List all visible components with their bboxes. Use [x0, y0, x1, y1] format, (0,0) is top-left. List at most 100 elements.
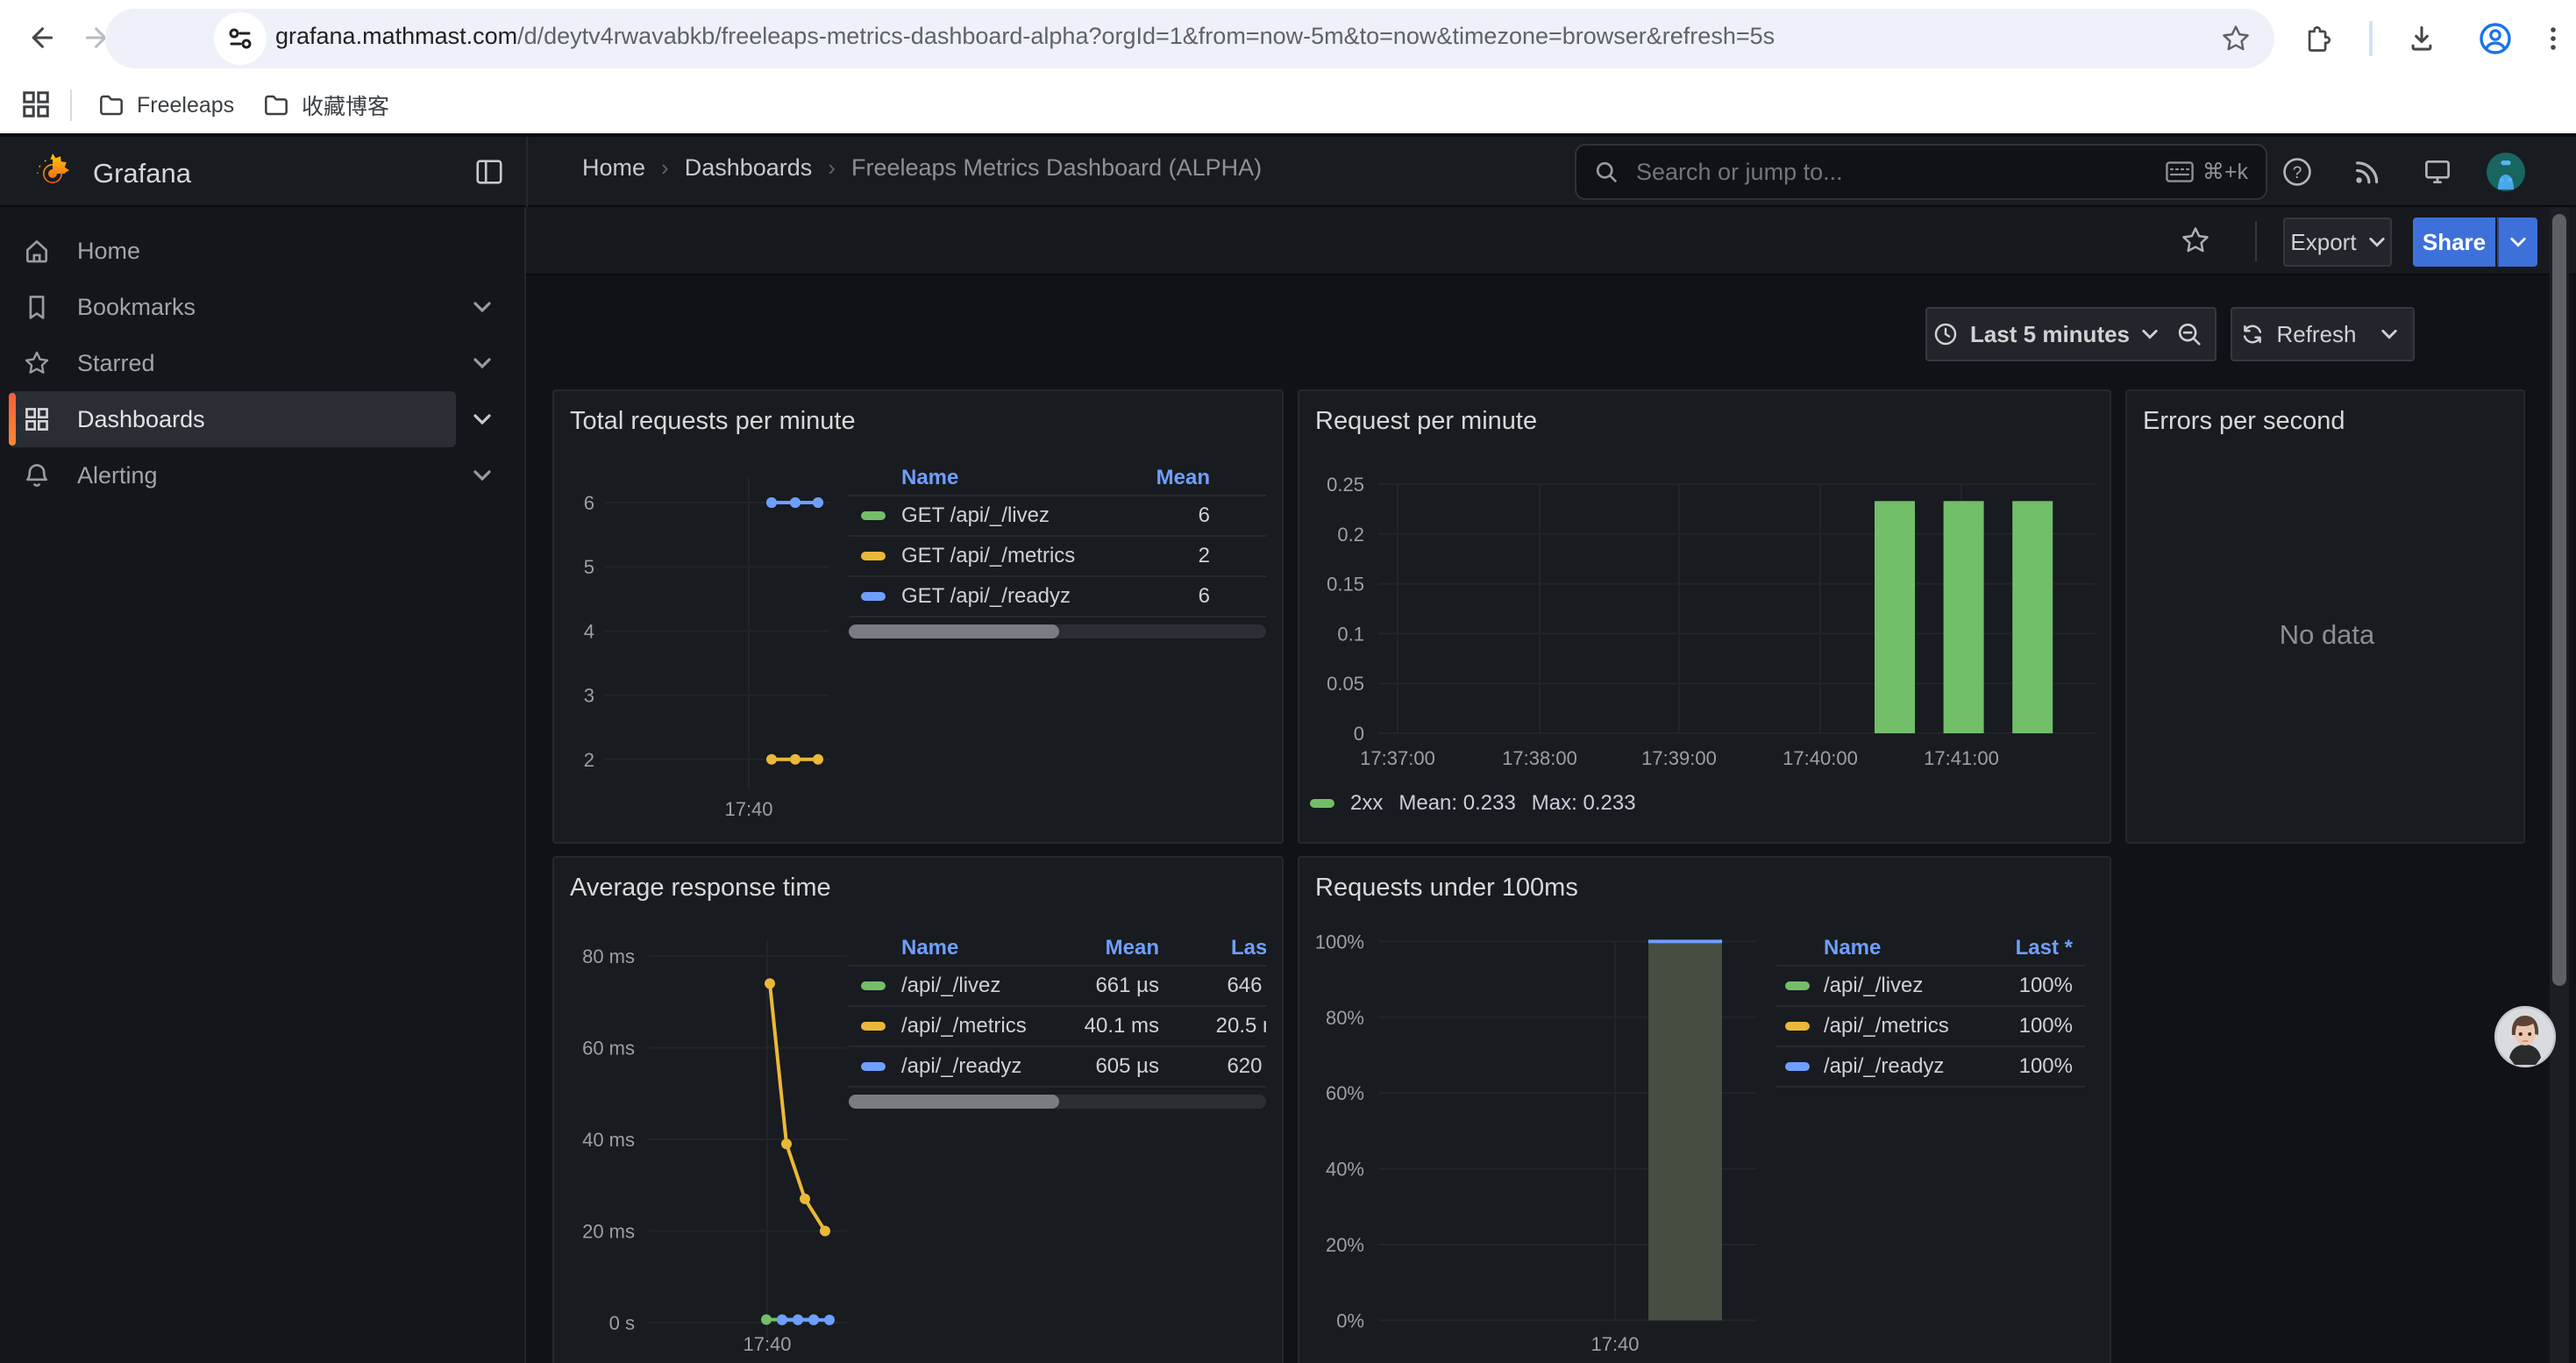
svg-text:0.25: 0.25: [1327, 474, 1364, 496]
sidebar-item-starred[interactable]: Starred: [0, 335, 526, 391]
sidebar-toggle-button[interactable]: [465, 147, 514, 196]
legend-row[interactable]: GET /api/_/livez6: [849, 496, 1266, 537]
sidebar-item-dashboards[interactable]: Dashboards: [0, 391, 526, 447]
legend-row[interactable]: /api/_/readyz605 µs620 µs: [849, 1047, 1266, 1088]
svg-text:17:40:00: 17:40:00: [1783, 747, 1858, 769]
bookmark-folder-blogs[interactable]: 收藏博客: [253, 84, 400, 126]
back-button[interactable]: [14, 12, 67, 65]
series-name[interactable]: /api/_/readyz: [1824, 1054, 1944, 1079]
site-settings-icon[interactable]: [226, 25, 254, 53]
legend-hscrollbar[interactable]: [849, 624, 1266, 639]
share-menu-button[interactable]: [2497, 218, 2537, 267]
series-name[interactable]: GET /api/_/readyz: [901, 584, 1071, 609]
series-name[interactable]: /api/_/livez: [901, 974, 1000, 998]
svg-text:17:37:00: 17:37:00: [1360, 747, 1435, 769]
share-button[interactable]: Share: [2413, 218, 2495, 267]
svg-text:100%: 100%: [1315, 931, 1364, 953]
bookmarks-bar: Freeleaps 收藏博客: [0, 77, 2576, 133]
panel-title[interactable]: Errors per second: [2143, 407, 2345, 436]
refresh-interval-button[interactable]: [2366, 307, 2415, 361]
series-name[interactable]: /api/_/livez: [1824, 974, 1923, 998]
series-name[interactable]: GET /api/_/livez: [901, 503, 1050, 528]
legend-row[interactable]: /api/_/livez100%: [1776, 967, 2085, 1007]
folder-icon: [98, 92, 125, 118]
profile-button[interactable]: [2469, 12, 2522, 65]
browser-menu-button[interactable]: [2527, 12, 2576, 65]
scrollbar-thumb[interactable]: [2552, 214, 2566, 986]
legend-row[interactable]: /api/_/readyz100%: [1776, 1047, 2085, 1088]
url-text[interactable]: grafana.mathmast.com/d/deytv4rwavabkb/fr…: [275, 23, 1775, 50]
series-color-pill: [861, 552, 886, 560]
no-data-text: No data: [2127, 619, 2527, 651]
monitor-icon: [2422, 156, 2453, 188]
sidebar-item-alerting[interactable]: Alerting: [0, 447, 526, 503]
browser-toolbar: grafana.mathmast.com/d/deytv4rwavabkb/fr…: [0, 0, 2576, 77]
chevron-down-icon[interactable]: [473, 413, 491, 425]
search-input[interactable]: [1633, 157, 2152, 188]
news-rss-button[interactable]: [2343, 147, 2392, 196]
svg-text:17:40: 17:40: [1590, 1333, 1639, 1355]
extensions-button[interactable]: [2292, 12, 2345, 65]
svg-text:40 ms: 40 ms: [582, 1129, 635, 1151]
legend-row[interactable]: /api/_/livez661 µs646 µs: [849, 967, 1266, 1007]
svg-text:17:38:00: 17:38:00: [1502, 747, 1577, 769]
series-name[interactable]: /api/_/readyz: [901, 1054, 1021, 1079]
downloads-button[interactable]: [2395, 12, 2448, 65]
favorite-star-button[interactable]: [2180, 225, 2211, 256]
zoom-out-button[interactable]: [2164, 307, 2217, 361]
kebab-menu-icon: [2539, 25, 2567, 53]
legend-row[interactable]: GET /api/_/metrics2: [849, 537, 1266, 577]
legend-row[interactable]: /api/_/metrics100%: [1776, 1007, 2085, 1047]
svg-text:17:39:00: 17:39:00: [1641, 747, 1717, 769]
legend-request-per-minute[interactable]: 2xx Mean: 0.233 Max: 0.233: [1310, 791, 1636, 816]
legend-hscrollbar-thumb[interactable]: [849, 1095, 1059, 1109]
series-color-pill: [861, 1022, 886, 1031]
search-bar[interactable]: ⌘+k: [1575, 144, 2267, 200]
apps-grid-icon: [21, 89, 51, 119]
search-shortcut: ⌘+k: [2166, 159, 2248, 185]
svg-text:60 ms: 60 ms: [582, 1038, 635, 1060]
series-name[interactable]: GET /api/_/metrics: [901, 544, 1075, 568]
legend-row[interactable]: /api/_/metrics40.1 ms20.5 ms: [849, 1007, 1266, 1047]
breadcrumb-home[interactable]: Home: [582, 154, 645, 182]
bookmark-star-icon[interactable]: [2220, 23, 2252, 54]
refresh-label: Refresh: [2276, 321, 2356, 348]
svg-text:2: 2: [584, 749, 594, 771]
zoom-out-icon: [2176, 321, 2202, 347]
help-button[interactable]: ?: [2273, 147, 2322, 196]
svg-text:40%: 40%: [1326, 1159, 1364, 1181]
series-name[interactable]: /api/_/metrics: [901, 1014, 1027, 1038]
sidebar-item-bookmarks[interactable]: Bookmarks: [0, 279, 526, 335]
chevron-down-icon[interactable]: [473, 357, 491, 369]
series-name[interactable]: /api/_/metrics: [1824, 1014, 1949, 1038]
bookmark-folder-freeleaps[interactable]: Freeleaps: [88, 84, 245, 126]
series-color-pill: [1785, 1062, 1810, 1071]
chevron-down-icon: [2142, 329, 2158, 339]
legend-row[interactable]: GET /api/_/readyz6: [849, 577, 1266, 617]
apps-grid-button[interactable]: [21, 89, 51, 119]
legend-hscrollbar[interactable]: [849, 1095, 1266, 1109]
svg-text:17:40: 17:40: [724, 798, 772, 820]
breadcrumb-dashboards[interactable]: Dashboards: [685, 154, 813, 182]
chevron-down-icon[interactable]: [473, 469, 491, 482]
time-range-picker[interactable]: Last 5 minutes: [1925, 307, 2166, 361]
folder-icon: [263, 92, 289, 118]
display-button[interactable]: [2413, 147, 2462, 196]
svg-text:0%: 0%: [1336, 1309, 1364, 1331]
help-icon: ?: [2281, 155, 2314, 189]
export-button[interactable]: Export: [2283, 218, 2392, 267]
grafana-brand[interactable]: Grafana: [30, 151, 191, 196]
legend-hscrollbar-thumb[interactable]: [849, 624, 1059, 639]
bookmark-icon: [23, 293, 51, 321]
user-avatar[interactable]: [2487, 153, 2525, 191]
svg-text:4: 4: [584, 620, 594, 642]
chevron-down-icon[interactable]: [473, 301, 491, 313]
breadcrumb-separator: ›: [661, 154, 669, 182]
sidebar-item-home[interactable]: Home: [0, 223, 526, 279]
download-icon: [2406, 23, 2437, 54]
breadcrumb-separator: ›: [828, 154, 836, 182]
svg-text:0 s: 0 s: [609, 1312, 635, 1334]
refresh-button[interactable]: Refresh: [2231, 307, 2367, 361]
url-domain: grafana.mathmast.com: [275, 23, 517, 49]
floating-assistant-avatar[interactable]: [2494, 1005, 2557, 1068]
